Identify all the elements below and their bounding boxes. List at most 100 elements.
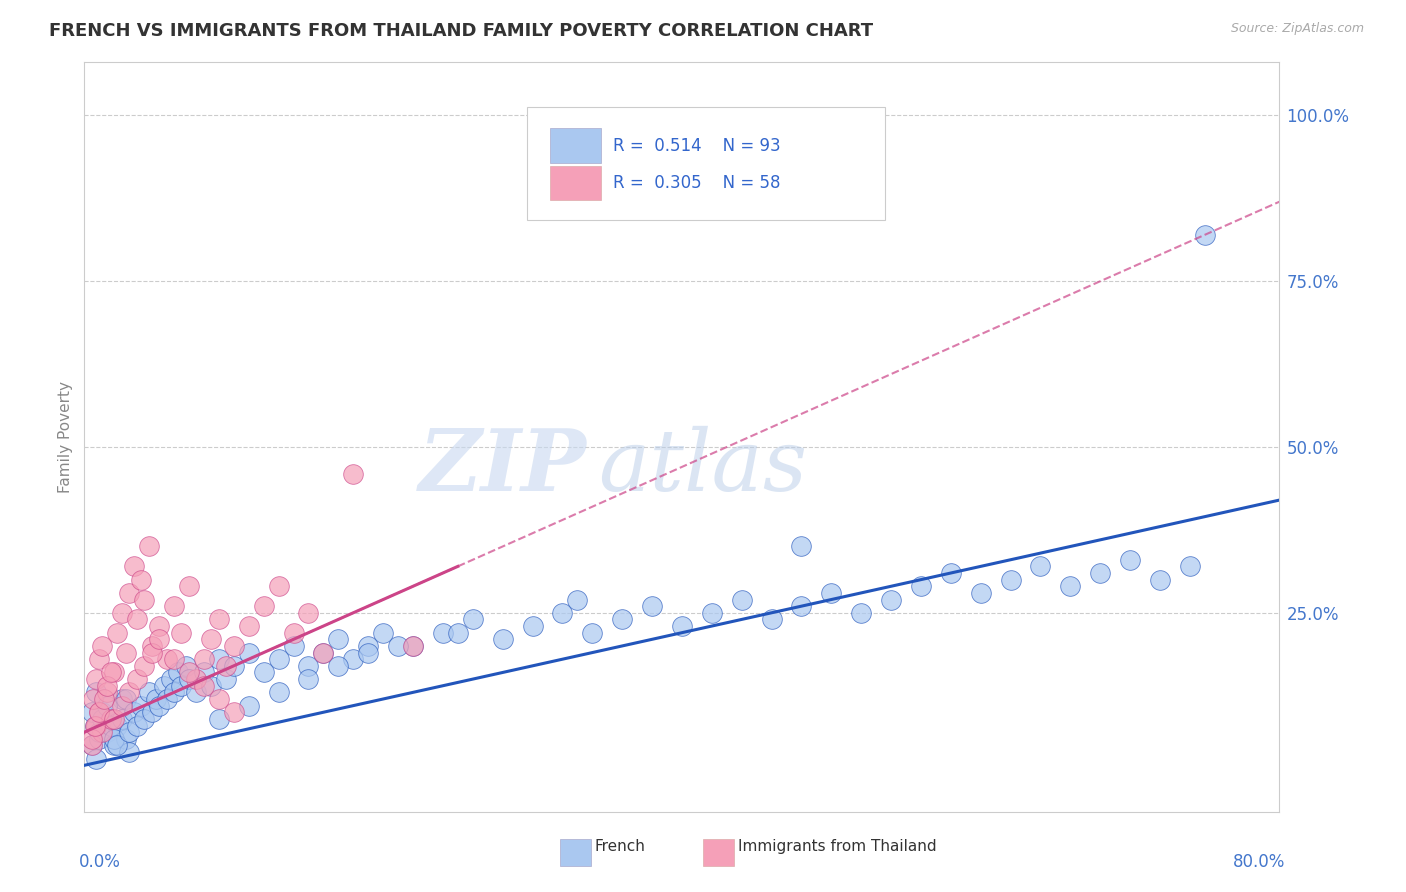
Point — [145, 692, 167, 706]
Point — [115, 731, 138, 746]
FancyBboxPatch shape — [527, 107, 886, 219]
Point — [100, 718, 122, 732]
Point — [86, 685, 108, 699]
Point — [96, 725, 118, 739]
Point — [1029, 559, 1052, 574]
Point — [186, 672, 208, 686]
Point — [581, 625, 603, 640]
Point — [89, 725, 111, 739]
Point — [148, 632, 170, 647]
Text: 0.0%: 0.0% — [79, 853, 121, 871]
Point — [83, 718, 105, 732]
Point — [118, 745, 141, 759]
Point — [174, 658, 197, 673]
Text: atlas: atlas — [599, 425, 807, 508]
Point — [155, 652, 177, 666]
Point — [160, 672, 183, 686]
Point — [89, 652, 111, 666]
Point — [970, 586, 993, 600]
Point — [91, 705, 114, 719]
Point — [312, 646, 335, 660]
Point — [761, 612, 783, 626]
Point — [100, 712, 122, 726]
Point — [91, 712, 114, 726]
Point — [402, 639, 425, 653]
Point — [522, 619, 544, 633]
Point — [100, 665, 122, 680]
Point — [103, 712, 125, 726]
Point — [1149, 573, 1171, 587]
Text: FRENCH VS IMMIGRANTS FROM THAILAND FAMILY POVERTY CORRELATION CHART: FRENCH VS IMMIGRANTS FROM THAILAND FAMIL… — [49, 22, 873, 40]
Point — [208, 692, 231, 706]
Point — [283, 625, 305, 640]
Point — [461, 612, 484, 626]
Point — [215, 658, 238, 673]
Text: 80.0%: 80.0% — [1233, 853, 1285, 871]
Point — [297, 606, 319, 620]
Point — [177, 665, 200, 680]
Point — [141, 646, 163, 660]
Point — [222, 658, 245, 673]
Point — [93, 692, 115, 706]
Point — [105, 718, 128, 732]
Point — [80, 705, 103, 719]
Point — [118, 685, 141, 699]
Point — [432, 625, 454, 640]
Point — [939, 566, 962, 580]
Point — [193, 665, 215, 680]
Point — [328, 658, 350, 673]
Point — [700, 606, 723, 620]
Point — [170, 679, 193, 693]
Point — [910, 579, 932, 593]
Point — [267, 579, 290, 593]
Point — [91, 639, 114, 653]
Point — [122, 559, 145, 574]
Point — [138, 540, 160, 554]
Point — [238, 619, 260, 633]
Point — [328, 632, 350, 647]
Point — [238, 646, 260, 660]
Point — [96, 679, 118, 693]
Point — [208, 652, 231, 666]
Point — [1000, 573, 1022, 587]
Point — [105, 739, 128, 753]
Point — [551, 606, 574, 620]
Point — [89, 705, 111, 719]
Point — [148, 698, 170, 713]
Point — [357, 646, 380, 660]
Point — [155, 692, 177, 706]
Point — [283, 639, 305, 653]
Point — [612, 612, 634, 626]
Point — [790, 540, 813, 554]
Point — [111, 698, 134, 713]
Point — [222, 639, 245, 653]
Point — [82, 692, 104, 706]
Point — [118, 586, 141, 600]
Point — [125, 612, 148, 626]
Point — [1194, 227, 1216, 242]
Point — [138, 685, 160, 699]
Point — [1090, 566, 1112, 580]
Point — [267, 685, 290, 699]
Point — [141, 639, 163, 653]
Point — [132, 712, 156, 726]
Point — [880, 592, 903, 607]
Point — [148, 619, 170, 633]
Point — [641, 599, 664, 614]
Point — [200, 632, 222, 647]
Point — [163, 599, 186, 614]
Point — [402, 639, 425, 653]
Point — [163, 685, 186, 699]
Point — [125, 718, 148, 732]
Point — [100, 712, 122, 726]
Point — [103, 739, 125, 753]
Point — [297, 672, 319, 686]
Point — [177, 579, 200, 593]
Point — [103, 665, 125, 680]
Point — [96, 685, 118, 699]
Point — [115, 692, 138, 706]
Point — [86, 718, 108, 732]
Point — [105, 625, 128, 640]
FancyBboxPatch shape — [703, 838, 734, 865]
Point — [820, 586, 842, 600]
